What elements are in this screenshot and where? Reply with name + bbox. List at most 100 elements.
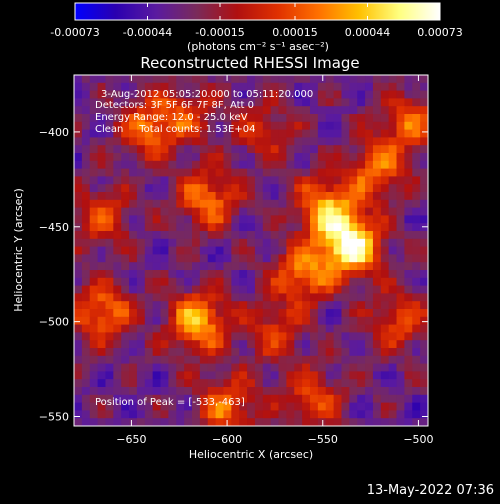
heatmap-cell	[372, 270, 382, 279]
heatmap-cell	[310, 238, 319, 247]
heatmap-cell	[325, 129, 334, 138]
heatmap-cell	[380, 285, 390, 294]
heatmap-cell	[404, 238, 413, 247]
heatmap-cell	[396, 168, 405, 177]
heatmap-cell	[74, 82, 83, 91]
heatmap-cell	[215, 231, 224, 240]
heatmap-cell	[199, 145, 209, 154]
heatmap-cell	[207, 285, 216, 294]
heatmap-cell	[372, 121, 382, 130]
heatmap-cell	[420, 316, 429, 325]
heatmap-cell	[365, 106, 374, 115]
annotation-energy-range: Energy Range: 12.0 - 25.0 keV	[95, 112, 248, 123]
heatmap-cell	[365, 316, 374, 325]
heatmap-cell	[420, 410, 429, 419]
heatmap-cell	[412, 394, 421, 403]
heatmap-cell	[294, 75, 303, 84]
heatmap-cell	[81, 293, 91, 302]
heatmap-cell	[349, 106, 358, 115]
heatmap-cell	[168, 363, 177, 372]
heatmap-cell	[341, 184, 350, 193]
heatmap-cell	[333, 363, 342, 372]
heatmap-cell	[294, 293, 303, 302]
heatmap-cell	[199, 192, 209, 201]
heatmap-cell	[105, 238, 114, 247]
heatmap-cell	[349, 379, 358, 388]
heatmap-cell	[136, 355, 146, 364]
heatmap-cell	[254, 277, 264, 286]
heatmap-cell	[341, 348, 350, 357]
heatmap-cell	[81, 285, 91, 294]
heatmap-cell	[184, 293, 193, 302]
heatmap-cell	[160, 254, 169, 263]
heatmap-cell	[231, 223, 240, 232]
heatmap-cell	[223, 231, 232, 240]
heatmap-cell	[215, 316, 224, 325]
heatmap-cell	[325, 199, 334, 208]
heatmap-cell	[89, 270, 98, 279]
heatmap-cell	[74, 387, 83, 396]
heatmap-cell	[254, 262, 264, 271]
heatmap-cell	[404, 199, 413, 208]
heatmap-cell	[184, 332, 193, 341]
heatmap-cell	[270, 262, 279, 271]
heatmap-cell	[388, 277, 397, 286]
heatmap-cell	[136, 316, 146, 325]
heatmap-cell	[74, 184, 83, 193]
heatmap-cell	[357, 316, 366, 325]
heatmap-cell	[341, 293, 350, 302]
heatmap-cell	[310, 75, 319, 84]
heatmap-cell	[254, 270, 264, 279]
heatmap-cell	[294, 309, 303, 318]
heatmap-cell	[412, 153, 421, 162]
heatmap-cell	[160, 363, 169, 372]
heatmap-cell	[286, 332, 295, 341]
heatmap-cell	[396, 340, 405, 349]
heatmap-cell	[365, 418, 374, 427]
heatmap-cell	[184, 75, 193, 84]
heatmap-cell	[74, 223, 83, 232]
heatmap-cell	[168, 355, 177, 364]
heatmap-cell	[231, 168, 240, 177]
heatmap-cell	[317, 176, 327, 185]
heatmap-cell	[365, 387, 374, 396]
heatmap-cell	[278, 184, 287, 193]
heatmap-cell	[341, 301, 350, 310]
heatmap-cell	[215, 371, 224, 380]
heatmap-cell	[380, 394, 390, 403]
heatmap-cell	[192, 262, 201, 271]
heatmap-cell	[176, 75, 185, 84]
heatmap-cell	[105, 199, 114, 208]
heatmap-cell	[270, 176, 279, 185]
heatmap-cell	[144, 82, 154, 91]
heatmap-cell	[341, 145, 350, 154]
heatmap-cell	[270, 192, 279, 201]
heatmap-cell	[105, 75, 114, 84]
heatmap-cell	[294, 160, 303, 169]
heatmap-cell	[152, 402, 161, 411]
heatmap-cell	[121, 332, 130, 341]
heatmap-cell	[270, 238, 279, 247]
heatmap-cell	[105, 153, 114, 162]
heatmap-cell	[136, 75, 146, 84]
heatmap-cell	[325, 254, 334, 263]
heatmap-cell	[396, 207, 405, 216]
heatmap-cell	[160, 371, 169, 380]
heatmap-cell	[207, 199, 216, 208]
heatmap-cell	[239, 238, 248, 247]
heatmap-cell	[239, 379, 248, 388]
heatmap-cell	[325, 363, 334, 372]
heatmap-cell	[192, 114, 201, 123]
heatmap-cell	[262, 231, 272, 240]
heatmap-cell	[168, 75, 177, 84]
heatmap-cell	[121, 238, 130, 247]
heatmap-cell	[262, 137, 272, 146]
heatmap-cell	[333, 121, 342, 130]
heatmap-cell	[184, 324, 193, 333]
heatmap-cell	[317, 348, 327, 357]
heatmap-cell	[396, 82, 405, 91]
heatmap-cell	[262, 262, 272, 271]
heatmap-cell	[97, 90, 106, 99]
heatmap-cell	[325, 114, 334, 123]
heatmap-cell	[192, 176, 201, 185]
